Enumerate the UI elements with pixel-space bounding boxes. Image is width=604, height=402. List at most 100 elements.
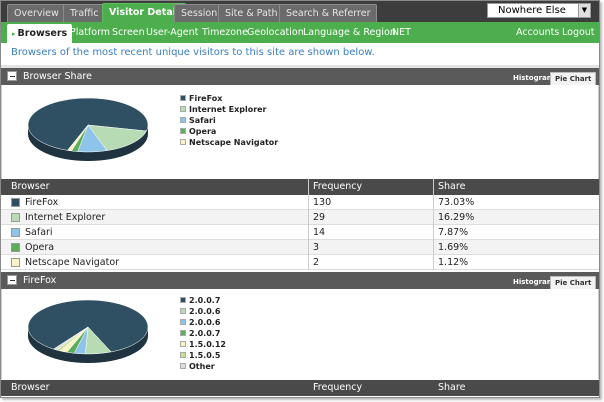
divider	[1, 65, 599, 68]
top-nav: Overview Traffic Visitor Detail Session …	[1, 1, 599, 22]
pie-side	[28, 327, 148, 363]
legend-swatch	[180, 139, 186, 145]
sub-nav: Browsers Platform Screen User-Agent Time…	[1, 22, 599, 43]
pie-chart-tab[interactable]: Pie Chart	[550, 276, 597, 289]
row-share: 1.12%	[438, 257, 469, 268]
table-row: Safari 14 7.87%	[1, 225, 599, 240]
table-row: Internet Explorer 29 16.29%	[1, 210, 599, 225]
subnav-dotnet[interactable]: .NET	[389, 27, 411, 38]
intro-text: Browsers of the most recent unique visit…	[11, 47, 375, 58]
browser-share-legend: FireFox Internet Explorer Safari Opera Netsc…	[180, 93, 278, 148]
row-frequency: 14	[313, 227, 326, 238]
column-divider	[308, 179, 309, 270]
col-frequency: Frequency	[313, 382, 363, 393]
tab-overview[interactable]: Overview	[7, 4, 66, 22]
legend-label: Opera	[189, 127, 217, 136]
browser-share-header: Browser Share Histogram Pie Chart	[1, 68, 599, 85]
col-browser: Browser	[11, 181, 50, 192]
legend-label: 1.5.0.5	[189, 351, 221, 360]
legend-swatch	[180, 117, 186, 123]
legend-label: 2.0.0.7	[189, 296, 221, 305]
histogram-tab[interactable]: Histogram	[509, 276, 559, 289]
legend-item: 1.5.0.12	[180, 339, 226, 350]
legend-item: Opera	[180, 126, 278, 137]
table-row: Netscape Navigator 2 1.12%	[1, 255, 599, 270]
legend-item: 2.0.0.6	[180, 306, 226, 317]
legend-swatch	[180, 106, 186, 112]
subnav-geolocation[interactable]: Geolocation	[247, 27, 304, 38]
legend-item: FireFox	[180, 93, 278, 104]
browser-share-table-header: Browser Frequency Share	[1, 179, 599, 195]
firefox-chart: 2.0.0.7 2.0.0.6 2.0.0.6 2.0.0.7 1.5.0.12 1.5.…	[1, 289, 599, 379]
browser-share-chart: FireFox Internet Explorer Safari Opera Netsc…	[1, 85, 599, 179]
legend-label: Internet Explorer	[189, 105, 267, 114]
color-swatch	[11, 243, 20, 252]
row-share: 7.87%	[438, 227, 469, 238]
legend-item: Internet Explorer	[180, 104, 278, 115]
color-swatch	[11, 228, 20, 237]
legend-item: Safari	[180, 115, 278, 126]
legend-label: Netscape Navigator	[189, 138, 279, 147]
row-frequency: 29	[313, 212, 326, 223]
legend-item: 1.5.0.5	[180, 350, 226, 361]
collapse-icon[interactable]	[7, 275, 17, 285]
legend-item: 2.0.0.6	[180, 317, 226, 328]
tab-site-path[interactable]: Site & Path	[218, 4, 285, 22]
subnav-screen[interactable]: Screen	[112, 27, 145, 38]
tab-session[interactable]: Session	[174, 4, 225, 22]
firefox-table-header: Browser Frequency Share	[1, 380, 599, 396]
legend-swatch	[180, 352, 186, 358]
legend-swatch	[180, 128, 186, 134]
color-swatch	[11, 213, 20, 222]
table-row: Opera 3 1.69%	[1, 240, 599, 255]
subnav-user-agent[interactable]: User-Agent	[146, 27, 199, 38]
row-frequency: 2	[313, 257, 320, 268]
firefox-pie	[27, 299, 149, 363]
tab-traffic[interactable]: Traffic	[63, 4, 106, 22]
pie-slice	[67, 124, 89, 152]
site-select-value: Nowhere Else	[498, 5, 566, 16]
histogram-tab[interactable]: Histogram	[509, 72, 559, 85]
color-swatch	[11, 258, 20, 267]
legend-swatch	[180, 319, 186, 325]
row-browser: Safari	[25, 227, 53, 238]
legend-item: 2.0.0.7	[180, 295, 226, 306]
legend-item: Other	[180, 361, 226, 372]
row-share: 16.29%	[438, 212, 475, 223]
subnav-browsers[interactable]: Browsers	[7, 24, 73, 43]
col-browser: Browser	[11, 382, 50, 393]
legend-label: FireFox	[189, 94, 223, 103]
col-frequency: Frequency	[313, 181, 363, 192]
section-title: FireFox	[23, 275, 57, 286]
subnav-language-region[interactable]: Language & Region	[303, 27, 396, 38]
browser-share-pie	[27, 97, 149, 161]
pie-slice	[87, 124, 147, 151]
legend-swatch	[180, 330, 186, 336]
legend-label: 1.5.0.12	[189, 340, 226, 349]
accounts-link[interactable]: Accounts	[516, 27, 560, 38]
pie-side	[28, 125, 148, 161]
legend-item: Netscape Navigator	[180, 137, 278, 148]
column-divider	[433, 179, 434, 270]
legend-item: 2.0.0.7	[180, 328, 226, 339]
section-title: Browser Share	[23, 71, 92, 82]
row-browser: FireFox	[25, 197, 59, 208]
row-share: 1.69%	[438, 242, 469, 253]
legend-swatch	[180, 308, 186, 314]
legend-label: 2.0.0.7	[189, 329, 221, 338]
row-share: 73.03%	[438, 197, 475, 208]
tab-search-referrer[interactable]: Search & Referrer	[279, 4, 378, 22]
subnav-timezone[interactable]: Timezone	[202, 27, 248, 38]
firefox-header: FireFox Histogram Pie Chart	[1, 272, 599, 289]
legend-swatch	[180, 363, 186, 369]
collapse-icon[interactable]	[7, 71, 17, 81]
legend-swatch	[180, 95, 186, 101]
logout-link[interactable]: Logout	[562, 27, 595, 38]
site-select[interactable]: Nowhere Else ▼	[487, 3, 591, 18]
row-frequency: 3	[313, 242, 320, 253]
legend-label: Other	[189, 362, 215, 371]
pie-chart-tab[interactable]: Pie Chart	[550, 72, 597, 85]
color-swatch	[11, 198, 20, 207]
subnav-platform[interactable]: Platform	[70, 27, 111, 38]
col-share: Share	[438, 181, 466, 192]
